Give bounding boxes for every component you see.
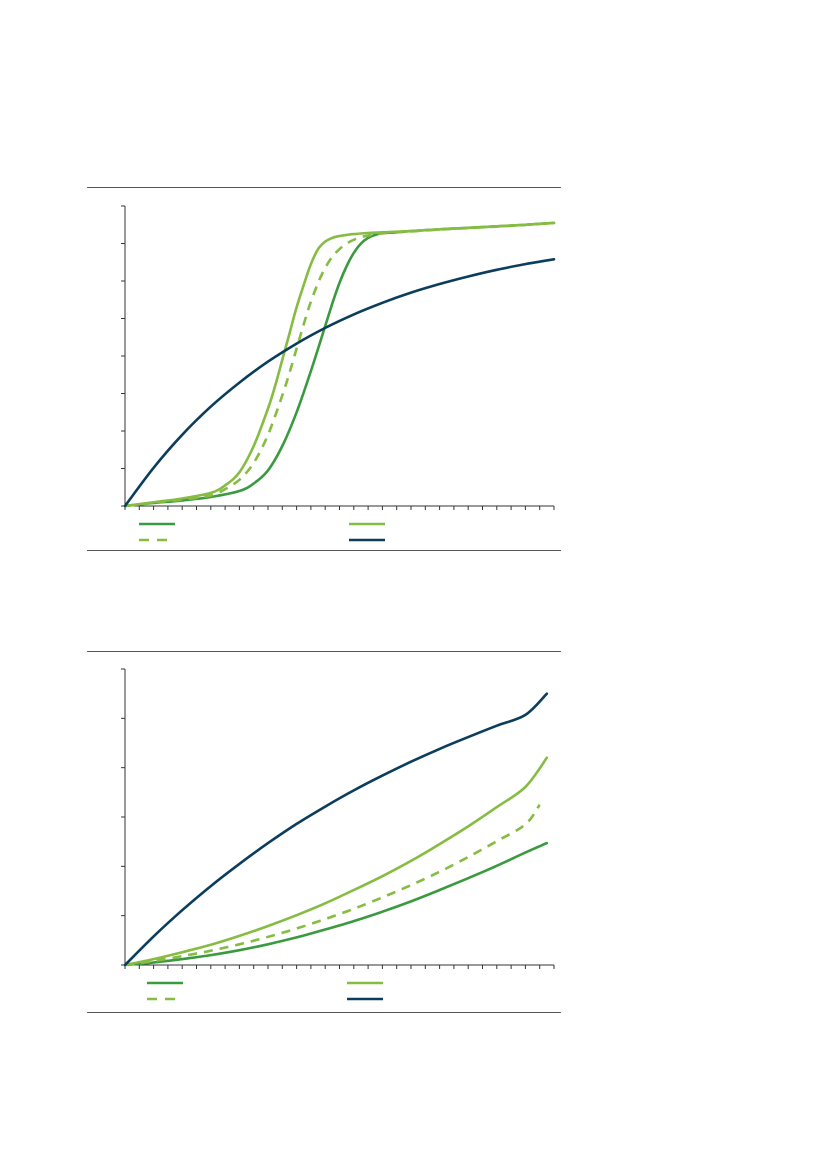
chart-2 (121, 668, 555, 1001)
series-line-0 (123, 221, 556, 508)
series-line-3 (123, 692, 549, 967)
chart-1 (121, 205, 556, 542)
top-rule-2 (87, 651, 561, 652)
series-line-2 (124, 221, 555, 508)
series-line-0 (123, 841, 549, 967)
series-line-1 (123, 221, 556, 508)
series-line-3 (123, 258, 556, 508)
bottom-rule-2 (87, 1012, 561, 1013)
series-line-1 (123, 756, 549, 967)
series-line-2 (124, 803, 541, 967)
top-rule-1 (87, 187, 561, 188)
bottom-rule-1 (87, 550, 561, 551)
